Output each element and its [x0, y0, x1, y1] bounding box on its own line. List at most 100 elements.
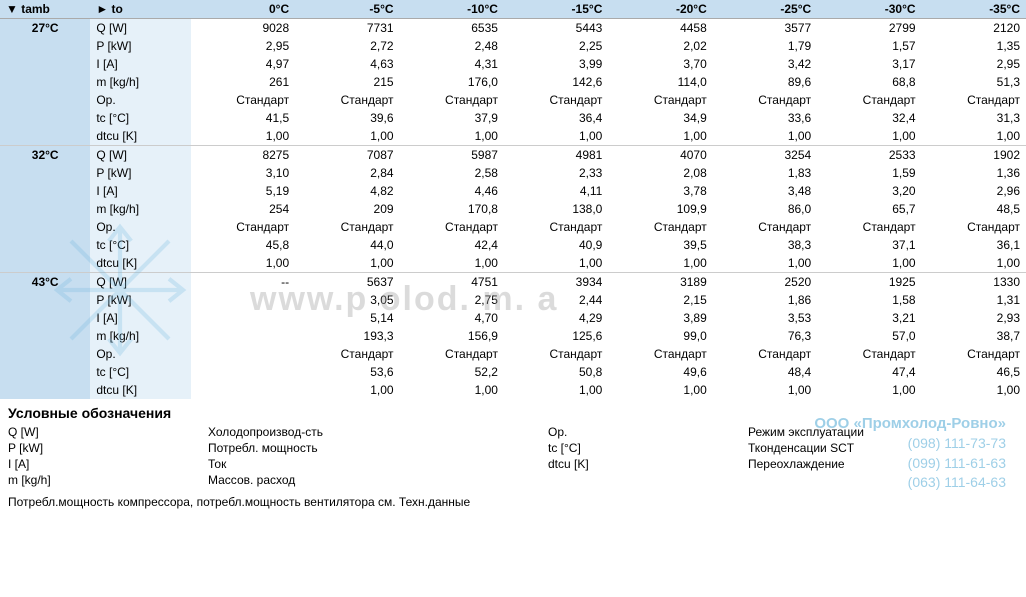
legend-desc: Режим эксплуатации — [748, 425, 1008, 439]
value-cell: 47,4 — [817, 363, 921, 381]
param-cell: Q [W] — [90, 146, 190, 165]
legend-symbol: Q [W] — [8, 425, 208, 439]
header-col: -30°C — [817, 0, 921, 19]
value-cell: 1,00 — [504, 381, 608, 399]
value-cell: 46,5 — [922, 363, 1026, 381]
value-cell: 53,6 — [295, 363, 399, 381]
value-cell: 1330 — [922, 273, 1026, 292]
value-cell: 1,35 — [922, 37, 1026, 55]
value-cell: Стандарт — [400, 218, 504, 236]
value-cell: Стандарт — [713, 91, 817, 109]
table-row: P [kW]3,102,842,582,332,081,831,591,36 — [0, 164, 1026, 182]
legend-desc: Ток — [208, 457, 548, 471]
value-cell: 4,46 — [400, 182, 504, 200]
value-cell: Стандарт — [608, 218, 712, 236]
value-cell: 1,00 — [817, 127, 921, 146]
value-cell: 89,6 — [713, 73, 817, 91]
value-cell: 8275 — [191, 146, 295, 165]
legend-grid: Q [W]Холодопроизвод-стьOp.Режим эксплуат… — [0, 425, 1026, 487]
table-row: 27°CQ [W]9028773165355443445835772799212… — [0, 19, 1026, 38]
legend-desc: Холодопроизвод-сть — [208, 425, 548, 439]
param-cell: Q [W] — [90, 19, 190, 38]
table-row: Op.СтандартСтандартСтандартСтандартСтанд… — [0, 91, 1026, 109]
value-cell: 4,70 — [400, 309, 504, 327]
value-cell: 142,6 — [504, 73, 608, 91]
value-cell: 2,75 — [400, 291, 504, 309]
value-cell: 38,3 — [713, 236, 817, 254]
value-cell: 36,4 — [504, 109, 608, 127]
value-cell: 3,05 — [295, 291, 399, 309]
legend-title: Условные обозначения — [0, 399, 1026, 425]
param-cell: Op. — [90, 345, 190, 363]
value-cell: 170,8 — [400, 200, 504, 218]
table-row: P [kW]2,952,722,482,252,021,791,571,35 — [0, 37, 1026, 55]
value-cell: 1,31 — [922, 291, 1026, 309]
value-cell: 1925 — [817, 273, 921, 292]
value-cell: 2,44 — [504, 291, 608, 309]
value-cell: 1,00 — [713, 381, 817, 399]
param-cell: I [A] — [90, 182, 190, 200]
table-row: tc [°C]53,652,250,849,648,447,446,5 — [0, 363, 1026, 381]
value-cell: Стандарт — [608, 345, 712, 363]
value-cell: 3189 — [608, 273, 712, 292]
value-cell: Стандарт — [295, 91, 399, 109]
value-cell: 32,4 — [817, 109, 921, 127]
value-cell: 4,29 — [504, 309, 608, 327]
param-cell: Op. — [90, 218, 190, 236]
value-cell: 7087 — [295, 146, 399, 165]
value-cell: Стандарт — [922, 91, 1026, 109]
value-cell: 4,82 — [295, 182, 399, 200]
param-cell: m [kg/h] — [90, 327, 190, 345]
table-row: I [A]4,974,634,313,993,703,423,172,95 — [0, 55, 1026, 73]
legend-symbol: dtcu [K] — [548, 457, 748, 471]
value-cell: 1902 — [922, 146, 1026, 165]
value-cell: 3,53 — [713, 309, 817, 327]
value-cell: Стандарт — [817, 91, 921, 109]
value-cell: Стандарт — [191, 218, 295, 236]
header-row: ▼ tamb ► to 0°C -5°C -10°C -15°C -20°C -… — [0, 0, 1026, 19]
value-cell: 76,3 — [713, 327, 817, 345]
value-cell: 1,79 — [713, 37, 817, 55]
value-cell: 57,0 — [817, 327, 921, 345]
performance-table: ▼ tamb ► to 0°C -5°C -10°C -15°C -20°C -… — [0, 0, 1026, 399]
value-cell: 2,95 — [191, 37, 295, 55]
value-cell: 1,00 — [295, 127, 399, 146]
value-cell — [191, 291, 295, 309]
value-cell: 6535 — [400, 19, 504, 38]
param-cell: dtcu [K] — [90, 381, 190, 399]
value-cell — [191, 309, 295, 327]
value-cell: 261 — [191, 73, 295, 91]
legend-symbol: P [kW] — [8, 441, 208, 455]
value-cell: 1,00 — [608, 254, 712, 273]
value-cell: 4,11 — [504, 182, 608, 200]
value-cell: 36,1 — [922, 236, 1026, 254]
table-row: dtcu [K]1,001,001,001,001,001,001,001,00 — [0, 127, 1026, 146]
value-cell: 48,5 — [922, 200, 1026, 218]
value-cell: 4458 — [608, 19, 712, 38]
value-cell: 9028 — [191, 19, 295, 38]
value-cell: 49,6 — [608, 363, 712, 381]
param-cell: Q [W] — [90, 273, 190, 292]
param-cell: I [A] — [90, 309, 190, 327]
value-cell: 3,21 — [817, 309, 921, 327]
value-cell: Стандарт — [817, 218, 921, 236]
value-cell: Стандарт — [608, 91, 712, 109]
header-col: -10°C — [400, 0, 504, 19]
tamb-cell: 43°C — [0, 273, 90, 400]
value-cell: 3,10 — [191, 164, 295, 182]
value-cell: 209 — [295, 200, 399, 218]
value-cell: 7731 — [295, 19, 399, 38]
param-cell: dtcu [K] — [90, 254, 190, 273]
value-cell — [191, 327, 295, 345]
legend-symbol — [548, 473, 748, 487]
footnote: Потребл.мощность компрессора, потребл.мо… — [0, 487, 1026, 513]
value-cell: 4070 — [608, 146, 712, 165]
value-cell: 5637 — [295, 273, 399, 292]
value-cell: 4,31 — [400, 55, 504, 73]
value-cell: 31,3 — [922, 109, 1026, 127]
value-cell: Стандарт — [922, 218, 1026, 236]
value-cell: 2,48 — [400, 37, 504, 55]
value-cell: 3,70 — [608, 55, 712, 73]
table-row: tc [°C]45,844,042,440,939,538,337,136,1 — [0, 236, 1026, 254]
value-cell: 4,63 — [295, 55, 399, 73]
